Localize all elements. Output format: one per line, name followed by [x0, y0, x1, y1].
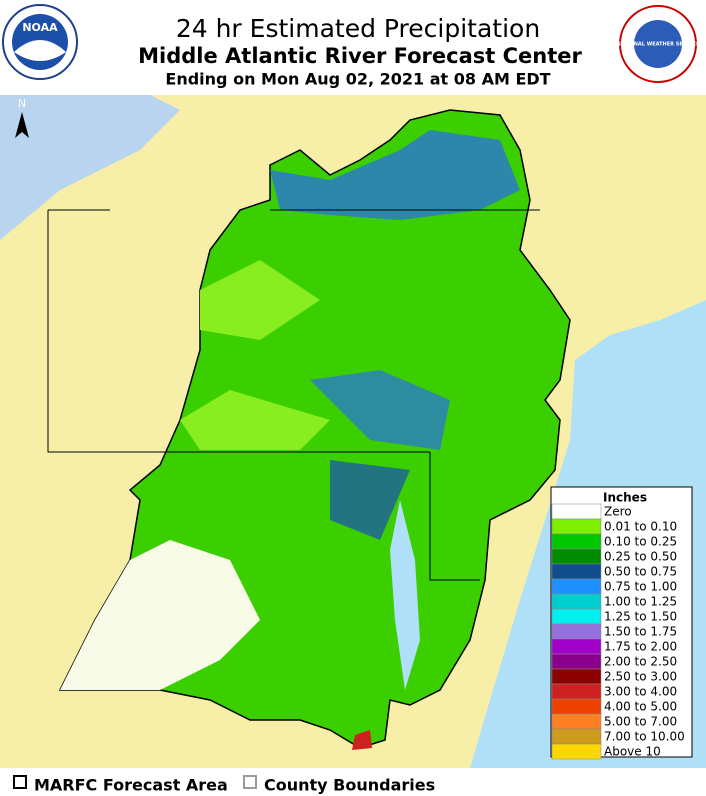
legend-swatch	[551, 518, 602, 535]
legend-swatch	[551, 743, 602, 760]
logo-disc	[634, 20, 682, 68]
footer-item: MARFC Forecast Area	[34, 776, 228, 795]
legend-title: Inches	[603, 491, 647, 505]
legend-label: Above 10	[604, 745, 661, 759]
light-rain-region	[180, 390, 330, 450]
logo-text: NATIONAL WEATHER SERVICE	[617, 42, 700, 48]
logo-text: NOAA	[22, 21, 58, 34]
heavy-rain-band	[270, 130, 520, 220]
legend-label: 0.50 to 0.75	[604, 565, 677, 579]
legend-label: 1.75 to 2.00	[604, 640, 677, 654]
legend-swatch	[551, 668, 602, 685]
legend-swatch	[551, 533, 602, 550]
map: N	[0, 95, 706, 768]
logo-bird	[14, 40, 66, 61]
heavy-spot	[352, 730, 372, 750]
legend-swatch	[551, 683, 602, 700]
legend-label: 2.50 to 3.00	[604, 670, 677, 684]
footer: MARFC Forecast Area County Boundaries	[13, 775, 435, 795]
legend-label: Zero	[604, 505, 632, 519]
dry-region	[60, 540, 260, 690]
subtitle: Middle Atlantic River Forecast Center	[138, 44, 582, 68]
legend-swatch	[551, 563, 602, 580]
footer-item: County Boundaries	[264, 776, 435, 795]
legend-label: 0.01 to 0.10	[604, 520, 677, 534]
legend-swatch	[551, 653, 602, 670]
legend-label: 4.00 to 5.00	[604, 700, 677, 714]
legend-swatch	[551, 698, 602, 715]
legend-swatch	[551, 713, 602, 730]
legend-label: 0.25 to 0.50	[604, 550, 677, 564]
legend-swatch	[551, 503, 602, 520]
legend-label: 7.00 to 10.00	[604, 730, 685, 744]
legend-label: 0.75 to 1.00	[604, 580, 677, 594]
noaa-logo: NOAA	[2, 4, 78, 80]
legend-swatch	[551, 608, 602, 625]
legend-label: 3.00 to 4.00	[604, 685, 677, 699]
legend-label: 1.50 to 1.75	[604, 625, 677, 639]
heavy-rain-band	[310, 370, 450, 450]
state-boundaries	[47, 209, 540, 581]
lake-ontario	[0, 95, 180, 240]
legend-swatch	[551, 623, 602, 640]
legend-label: 2.00 to 2.50	[604, 655, 677, 669]
legend-swatch	[551, 728, 602, 745]
county-swatch	[243, 775, 257, 789]
north-arrow	[15, 112, 29, 138]
title: 24 hr Estimated Precipitation	[176, 14, 540, 43]
legend-swatch	[551, 548, 602, 565]
nws-logo: NATIONAL WEATHER SERVICE	[617, 5, 700, 83]
chesapeake-bay	[390, 500, 420, 690]
light-rain-region	[200, 260, 320, 340]
legend-label: 1.00 to 1.25	[604, 595, 677, 609]
legend-swatch	[551, 578, 602, 595]
date: Ending on Mon Aug 02, 2021 at 08 AM EDT	[165, 70, 550, 89]
legend-swatch	[551, 638, 602, 655]
legend-label: 5.00 to 7.00	[604, 715, 677, 729]
marfc-swatch	[13, 775, 27, 789]
north-label: N	[18, 97, 26, 110]
legend-label: 0.10 to 0.25	[604, 535, 677, 549]
heavy-rain-band	[330, 460, 410, 540]
legend-label: 1.25 to 1.50	[604, 610, 677, 624]
legend-swatch	[551, 593, 602, 610]
